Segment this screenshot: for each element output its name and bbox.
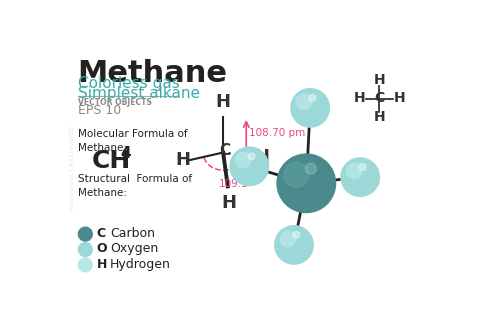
Circle shape bbox=[78, 258, 92, 272]
Text: Methane: Methane bbox=[78, 58, 228, 88]
Text: Simplest alkane: Simplest alkane bbox=[78, 86, 200, 101]
Text: C: C bbox=[219, 144, 230, 158]
Circle shape bbox=[291, 89, 330, 127]
Text: Oxygen: Oxygen bbox=[110, 242, 158, 255]
Text: Adobe Stock | #531498025: Adobe Stock | #531498025 bbox=[69, 126, 74, 212]
Text: Hydrogen: Hydrogen bbox=[110, 258, 171, 271]
Text: Molecular Formula of
Methane:: Molecular Formula of Methane: bbox=[78, 129, 187, 153]
Circle shape bbox=[280, 231, 295, 246]
Circle shape bbox=[274, 226, 313, 264]
Text: C: C bbox=[97, 227, 106, 240]
Circle shape bbox=[277, 154, 336, 212]
Text: Colorless gas: Colorless gas bbox=[78, 76, 180, 91]
Text: H: H bbox=[216, 93, 230, 111]
Circle shape bbox=[296, 94, 312, 109]
Text: 4: 4 bbox=[120, 146, 132, 161]
Circle shape bbox=[284, 162, 309, 187]
Text: H: H bbox=[354, 91, 365, 105]
Text: H: H bbox=[374, 110, 386, 124]
Text: CH: CH bbox=[92, 149, 130, 173]
Text: EPS 10: EPS 10 bbox=[78, 104, 121, 117]
Circle shape bbox=[346, 163, 362, 179]
Circle shape bbox=[236, 153, 251, 168]
Circle shape bbox=[359, 164, 366, 171]
Circle shape bbox=[230, 147, 268, 186]
Text: H: H bbox=[176, 151, 190, 169]
Text: Structural  Formula of
Methane:: Structural Formula of Methane: bbox=[78, 174, 192, 198]
Circle shape bbox=[248, 153, 255, 160]
Text: VECTOR OBJECTS: VECTOR OBJECTS bbox=[78, 98, 152, 107]
Circle shape bbox=[306, 163, 316, 174]
Text: H: H bbox=[97, 258, 107, 271]
Text: H: H bbox=[374, 73, 386, 87]
Text: Carbon: Carbon bbox=[110, 227, 155, 240]
Text: H: H bbox=[394, 91, 406, 105]
Text: H: H bbox=[254, 148, 269, 166]
Circle shape bbox=[293, 231, 300, 238]
Text: C: C bbox=[374, 91, 384, 105]
Text: H: H bbox=[222, 194, 237, 212]
Circle shape bbox=[78, 242, 92, 257]
Circle shape bbox=[341, 158, 380, 196]
Text: 109.5°: 109.5° bbox=[218, 179, 254, 189]
Circle shape bbox=[309, 95, 316, 101]
Text: 108.70 pm: 108.70 pm bbox=[248, 128, 305, 138]
Circle shape bbox=[78, 227, 92, 241]
Text: O: O bbox=[97, 242, 108, 255]
